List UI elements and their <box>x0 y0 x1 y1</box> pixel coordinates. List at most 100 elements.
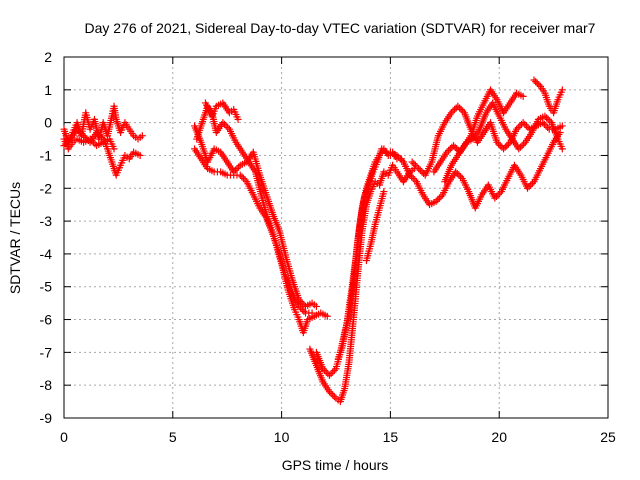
data-point <box>330 366 338 374</box>
data-point <box>411 176 419 184</box>
data-point <box>96 132 104 140</box>
data-point <box>241 176 249 184</box>
data-point <box>75 127 83 135</box>
data-point <box>453 145 461 153</box>
data-point <box>236 171 244 179</box>
data-point <box>295 302 303 310</box>
data-point <box>220 120 228 128</box>
data-point <box>380 188 388 196</box>
data-point <box>546 117 554 125</box>
data-point <box>319 365 327 373</box>
data-point <box>543 114 551 122</box>
data-point <box>416 166 424 174</box>
data-point <box>504 140 512 148</box>
data-point <box>413 163 421 171</box>
data-point <box>558 122 566 130</box>
y-tick-label: -6 <box>40 312 53 328</box>
data-point <box>323 312 331 320</box>
data-point <box>329 368 337 376</box>
data-point <box>396 155 404 163</box>
data-point <box>325 371 333 379</box>
data-point <box>406 171 414 179</box>
data-point <box>437 192 445 200</box>
data-point <box>138 132 146 140</box>
data-point <box>455 104 463 112</box>
data-point <box>322 368 330 376</box>
data-point <box>558 86 566 94</box>
data-point <box>457 173 465 181</box>
data-point <box>496 189 504 197</box>
data-point <box>434 196 442 204</box>
data-point <box>500 145 508 153</box>
x-tick-label: 20 <box>491 429 507 445</box>
data-point <box>496 142 504 150</box>
data-point <box>450 142 458 150</box>
data-point <box>234 115 242 123</box>
data-point <box>523 184 531 192</box>
axis-ticks: 0 5 10 15 20 25 -9 -8 -7 -6 -5 -4 -3 -2 -1 0 1 2 <box>40 49 616 445</box>
chart-title: Day 276 of 2021, Sidereal Day-to-day VTE… <box>85 20 596 36</box>
data-point <box>520 140 528 148</box>
data-point <box>454 102 462 110</box>
data-point <box>89 138 97 146</box>
data-point <box>521 120 529 128</box>
data-point <box>110 145 118 153</box>
data-points <box>60 76 566 406</box>
x-tick-label: 15 <box>383 429 399 445</box>
data-point <box>327 370 335 378</box>
data-point <box>542 122 550 130</box>
y-tick-label: -9 <box>40 410 53 426</box>
data-point <box>235 163 243 171</box>
data-point <box>432 197 440 205</box>
data-point <box>445 147 453 155</box>
data-point <box>443 148 451 156</box>
data-point <box>449 107 457 115</box>
data-point <box>540 120 548 128</box>
data-point <box>408 158 416 166</box>
grid-lines <box>64 57 608 418</box>
data-point <box>224 124 232 132</box>
data-point <box>298 306 306 314</box>
data-point <box>408 173 416 181</box>
x-tick-label: 5 <box>169 429 177 445</box>
data-point <box>491 194 499 202</box>
x-tick-label: 0 <box>60 429 68 445</box>
data-point <box>492 192 500 200</box>
y-tick-label: -4 <box>40 246 53 262</box>
data-point <box>451 143 459 151</box>
data-point <box>544 124 552 132</box>
data-point <box>530 76 538 84</box>
data-point <box>240 174 248 182</box>
y-tick-label: -5 <box>40 279 53 295</box>
data-point <box>451 106 459 114</box>
data-point <box>393 151 401 159</box>
data-point <box>435 194 443 202</box>
data-point <box>518 142 526 150</box>
data-point <box>459 107 467 115</box>
data-point <box>457 106 465 114</box>
data-point <box>535 81 543 89</box>
data-point <box>513 125 521 133</box>
data-point <box>300 307 308 315</box>
data-point <box>525 183 533 191</box>
data-point <box>452 168 460 176</box>
data-point <box>395 153 403 161</box>
data-point <box>501 143 509 151</box>
y-tick-label: -1 <box>40 147 53 163</box>
data-point <box>453 170 461 178</box>
data-point <box>418 168 426 176</box>
data-point <box>80 132 88 140</box>
data-point <box>329 391 337 399</box>
y-tick-label: 1 <box>44 82 52 98</box>
data-point <box>308 309 316 317</box>
data-point <box>73 125 81 133</box>
data-point <box>415 165 423 173</box>
data-point <box>447 109 455 117</box>
data-point <box>136 151 144 159</box>
y-axis-label: SDTVAR / TECUs <box>7 182 23 294</box>
data-point <box>455 171 463 179</box>
data-point <box>94 130 102 138</box>
data-point <box>522 122 530 130</box>
data-point <box>519 119 527 127</box>
